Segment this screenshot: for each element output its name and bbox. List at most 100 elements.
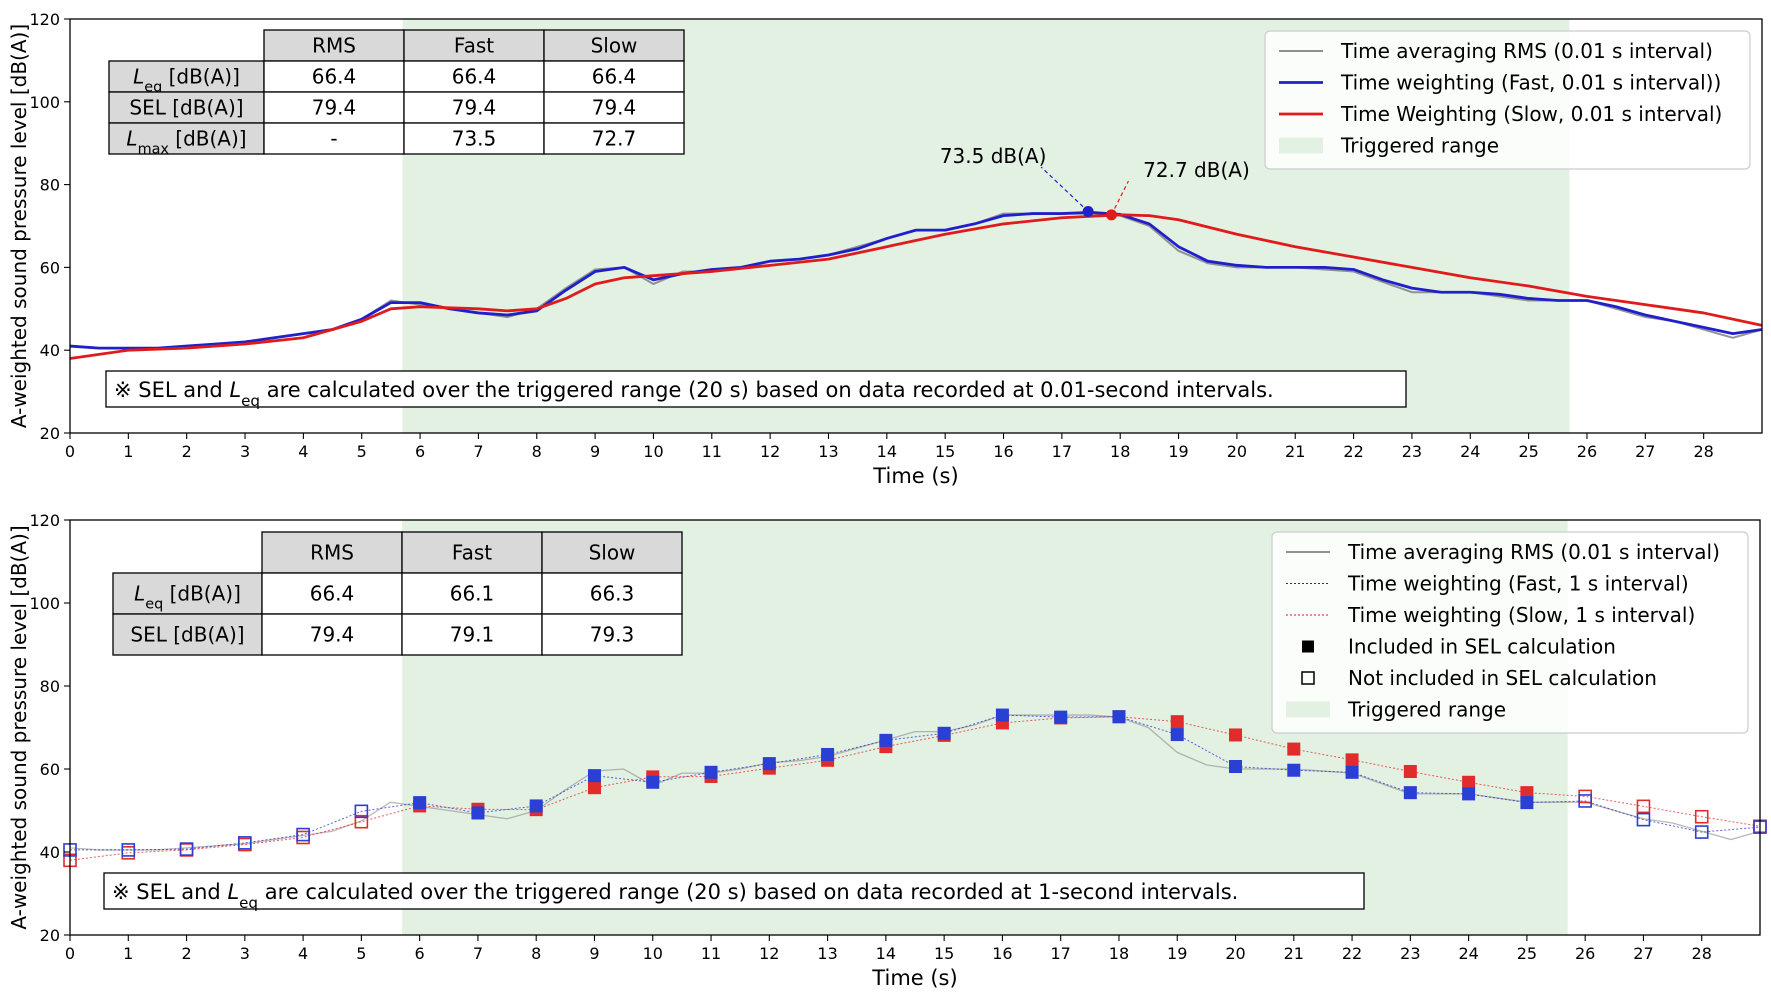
x-tick-label: 1 [123,442,133,461]
table-cell-value: 79.4 [312,96,357,120]
x-tick-label: 18 [1109,944,1129,963]
x-tick-label: 14 [876,944,896,963]
y-tick-label: 60 [40,258,60,277]
x-tick-label: 23 [1400,944,1420,963]
table-cell-value: 73.5 [452,127,497,151]
table-cell-value: 66.3 [590,582,635,606]
data-point-fast [1578,794,1592,808]
x-tick-label: 0 [65,442,75,461]
data-point-slow [296,830,310,845]
y-axis-label: A-weighted sound pressure level [dB(A)] [7,24,31,428]
x-tick-label: 16 [992,944,1012,963]
x-tick-label: 26 [1577,442,1597,461]
data-point-fast [471,806,485,820]
legend-label: Time weighting (Slow, 1 s interval) [1347,603,1695,627]
legend: Time averaging RMS (0.01 s interval) Time… [1264,30,1751,170]
table-cell-value: 79.4 [310,623,355,647]
table-row-label: Leq [dB(A)] [134,582,241,613]
data-point-fast [1170,728,1184,742]
x-tick-label: 21 [1284,944,1304,963]
data-point-fast [1229,760,1243,774]
note-text: ※ SEL and Leq are calculated over the tr… [112,880,1238,912]
x-tick-label: 18 [1110,442,1130,461]
legend-box [1264,30,1751,170]
data-point-fast [587,769,601,783]
table-cell-value: 66.4 [452,65,497,89]
x-tick-label: 5 [356,944,366,963]
table-row-header [108,122,265,155]
x-tick-label: 20 [1227,442,1247,461]
plot-frame [69,18,1763,434]
table-cell-value: - [330,127,337,151]
table-cell [263,91,405,124]
data-point-fast [238,836,252,850]
data-point-fast [296,827,310,842]
legend-label: Not included in SEL calculation [1348,666,1657,690]
table-header-cell [403,29,545,62]
table-header-cell [401,531,543,574]
x-tick-label: 14 [877,442,897,461]
x-tick-label: 1 [123,944,133,963]
x-tick-label: 15 [935,442,955,461]
x-tick-label: 19 [1167,944,1187,963]
legend-swatch [1302,640,1314,653]
x-tick-label: 27 [1633,944,1653,963]
note-box [105,370,1407,408]
data-point-fast [704,765,718,779]
table-header-cell [541,531,683,574]
note-box [103,872,1365,910]
data-point-fast [1112,710,1126,724]
data-point-fast [413,796,427,810]
table-cell [543,122,685,155]
legend-swatch [1301,671,1315,685]
y-tick-label: 120 [29,511,60,530]
y-tick-label: 100 [29,93,60,112]
data-point-fast [821,747,835,761]
x-tick-label: 19 [1168,442,1188,461]
y-tick-label: 80 [40,677,60,696]
table-cell [403,60,545,93]
x-tick-label: 9 [590,442,600,461]
x-tick-label: 4 [298,944,308,963]
data-point-slow [1403,764,1417,778]
x-tick-label: 26 [1575,944,1595,963]
x-tick-label: 17 [1051,944,1071,963]
data-point-fast [646,775,660,789]
x-tick-label: 17 [1052,442,1072,461]
x-tick-label: 5 [357,442,367,461]
y-tick-label: 20 [40,926,60,945]
table-row-label: Lmax [dB(A)] [126,127,246,158]
data-point-slow [121,846,136,860]
legend-label: Time weighting (Fast, 0.01 s interval)) [1340,71,1721,95]
x-tick-label: 22 [1343,442,1363,461]
data-point-slow [587,781,601,795]
data-point-slow [1229,728,1243,742]
y-tick-label: 20 [40,424,60,443]
data-point-fast [937,726,951,740]
data-point-fast [354,804,369,819]
x-tick-label: 27 [1635,442,1655,461]
table-header-cell [543,29,685,62]
table-cell-value: 72.7 [592,127,637,151]
legend-label: Triggered range [1347,698,1506,722]
table-cell-value: 79.3 [590,623,635,647]
legend-box [1271,531,1749,734]
x-tick-label: 3 [240,944,250,963]
data-point-fast [1403,786,1417,800]
x-tick-label: 4 [298,442,308,461]
table-header-label: Fast [452,541,492,565]
x-tick-label: 3 [240,442,250,461]
table-header-label: RMS [310,541,354,565]
data-point-fast [1345,765,1359,779]
table-row-label: SEL [dB(A)] [129,96,243,120]
x-tick-label: 6 [415,944,425,963]
x-tick-label: 0 [65,944,75,963]
legend-label: Triggered range [1340,134,1499,158]
x-tick-label: 9 [589,944,599,963]
x-tick-label: 11 [701,944,721,963]
x-tick-label: 24 [1460,442,1480,461]
data-point-slow [1287,742,1301,756]
x-tick-label: 8 [532,442,542,461]
x-tick-label: 28 [1692,944,1712,963]
x-tick-label: 2 [181,944,191,963]
